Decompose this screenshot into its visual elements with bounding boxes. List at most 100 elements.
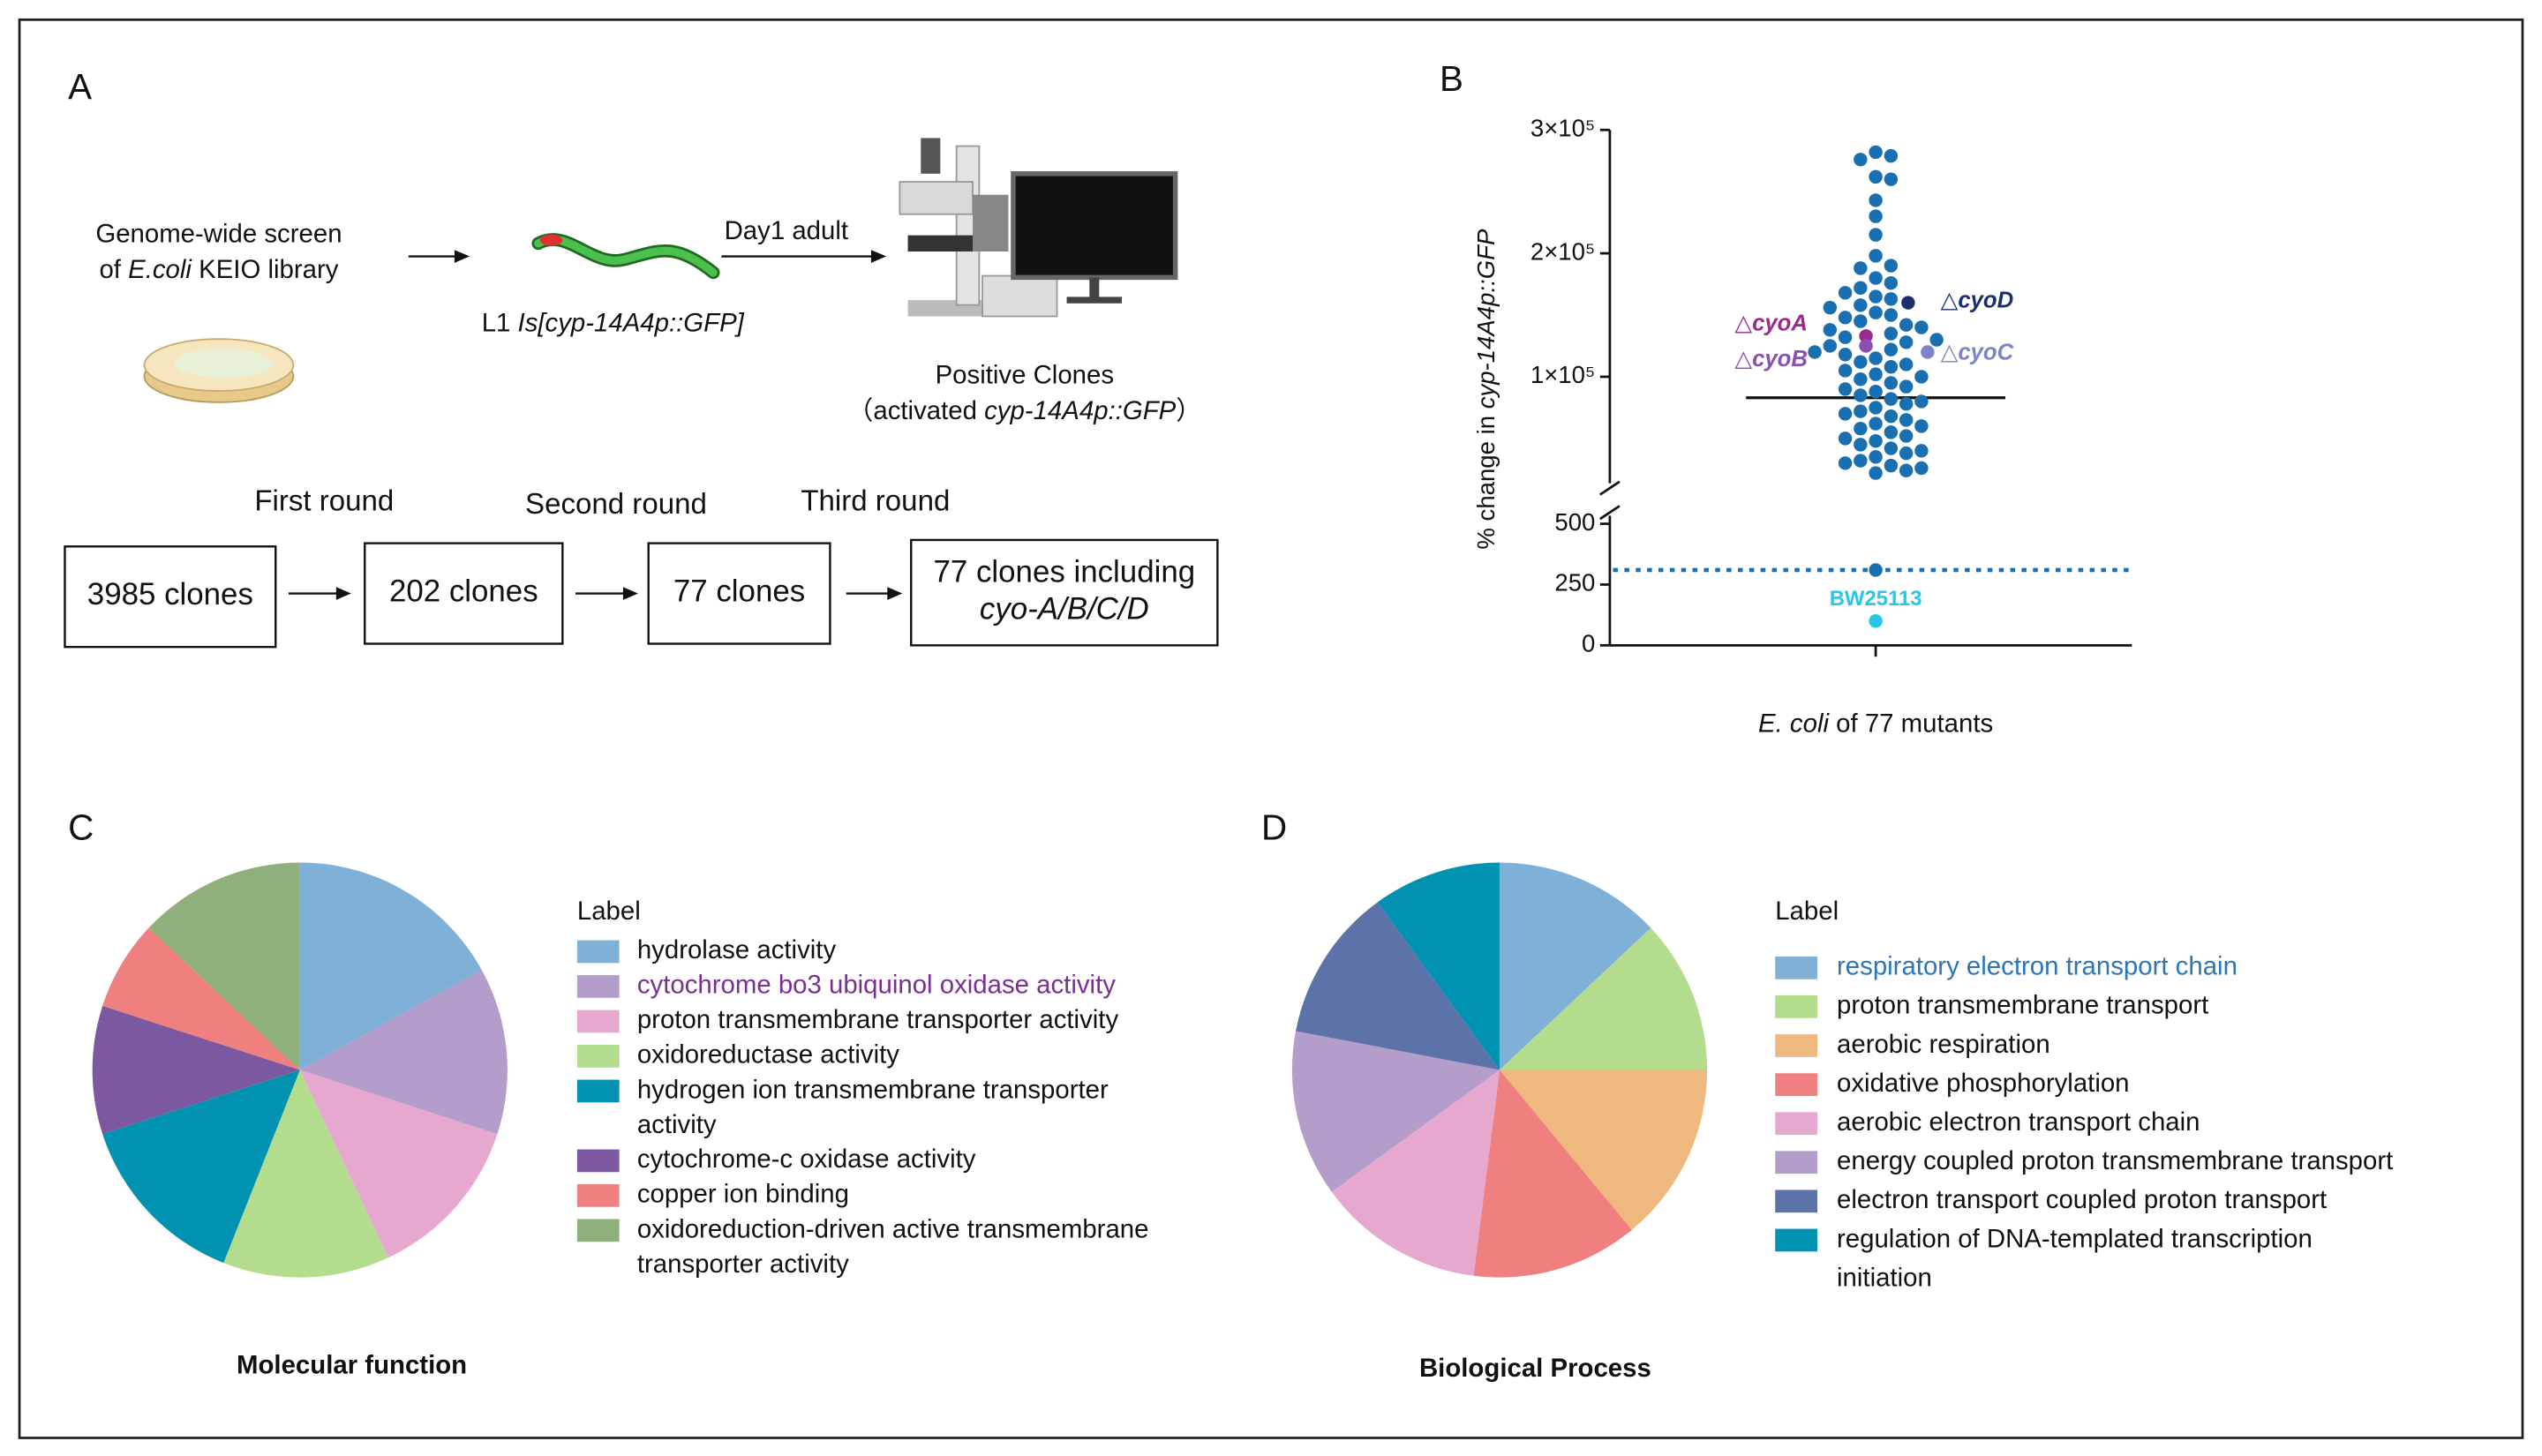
data-point <box>1808 345 1822 359</box>
pie-slice <box>102 1069 300 1264</box>
legend-label: cytochrome-c oxidase activity <box>637 1145 976 1174</box>
text-segment: cyo-A/B/C/D <box>980 592 1149 627</box>
pie-slice <box>299 1069 498 1258</box>
data-point <box>1884 275 1899 290</box>
text-segment: 77 clones including <box>933 555 1195 589</box>
clone-box <box>364 542 564 645</box>
data-point <box>1869 385 1883 399</box>
legend-label-line: regulation of DNA-templated transcriptio… <box>1837 1224 2320 1253</box>
text-segment: Day1 adult <box>725 216 848 245</box>
data-point <box>1869 145 1883 160</box>
legend-label: proton transmembrane transport <box>1837 991 2208 1020</box>
legend-swatch <box>1775 1034 1817 1057</box>
legend-label: electron transport coupled proton transp… <box>1837 1185 2327 1214</box>
data-point <box>1884 172 1899 186</box>
clone-box <box>647 542 831 645</box>
data-point <box>1899 335 1914 349</box>
data-point <box>1914 461 1929 476</box>
data-point <box>1914 370 1929 384</box>
legend-label: respiratory electron transport chain <box>1837 952 2237 981</box>
legend-swatch <box>1775 1151 1817 1175</box>
legend-label-line: initiation <box>1837 1263 1932 1292</box>
clone-box-text: 3985 clones <box>87 577 253 612</box>
panel-label: C <box>68 807 94 847</box>
text-segment: 202 clones <box>389 574 538 609</box>
text-segment: ） <box>1176 396 1201 425</box>
pie-slice <box>1331 1069 1500 1276</box>
legend-label: aerobic electron transport chain <box>1837 1107 2200 1137</box>
data-point <box>1884 259 1899 273</box>
data-point <box>1869 450 1883 464</box>
data-point <box>1869 305 1883 319</box>
legend-swatch <box>1775 1112 1817 1136</box>
data-point <box>1884 326 1899 341</box>
clone-box <box>910 538 1219 647</box>
library-label: Genome-wide screen <box>95 219 342 248</box>
data-point <box>1899 446 1914 461</box>
text-segment: Positive Clones <box>936 360 1114 389</box>
legend-swatch <box>576 1045 620 1068</box>
petri-dish <box>143 338 295 403</box>
legend-swatch <box>1775 956 1817 979</box>
legend-label: copper ion binding <box>637 1180 849 1209</box>
data-point <box>1823 323 1838 337</box>
data-point <box>1869 417 1883 431</box>
data-point <box>1859 339 1873 353</box>
legend-title: Label <box>577 897 641 926</box>
y2-tick-label: 500 <box>1554 508 1595 536</box>
data-point <box>1884 342 1899 356</box>
arrows <box>288 250 903 600</box>
data-point <box>1884 360 1899 374</box>
legend-title: Label <box>1775 897 1839 926</box>
data-point <box>1854 438 1868 452</box>
legend-label: oxidative phosphorylation <box>1837 1069 2130 1098</box>
pie-slice <box>1499 1069 1708 1230</box>
series-label: BW25113 <box>1830 587 1922 611</box>
data-point <box>1854 153 1868 167</box>
data-point <box>1854 298 1868 312</box>
series-label: △cyoD <box>1941 289 2014 313</box>
legend-label-line: transporter activity <box>637 1250 849 1279</box>
data-point <box>1823 300 1838 315</box>
legend-swatch <box>1775 1190 1817 1213</box>
data-point <box>1869 209 1883 223</box>
data-point <box>1901 296 1915 310</box>
data-point <box>1838 364 1853 378</box>
data-point <box>1899 429 1914 443</box>
data-point <box>1869 228 1883 242</box>
result-label: （activated cyp-14A4p::GFP） <box>847 396 1202 425</box>
pie-slice <box>1296 902 1500 1070</box>
data-point <box>1854 372 1868 387</box>
data-point <box>1854 388 1868 402</box>
clone-box <box>64 545 277 649</box>
data-point <box>1823 339 1838 353</box>
pie-slice <box>1473 1069 1632 1278</box>
legend-swatch <box>576 1149 620 1173</box>
data-point <box>1838 382 1853 396</box>
text-segment: cyp-14A4p::GFP <box>1472 229 1500 409</box>
clone-box-text: cyo-A/B/C/D <box>980 592 1149 627</box>
pie-slice <box>299 862 482 1070</box>
data-point <box>1914 320 1929 334</box>
legend-swatch <box>576 1009 620 1033</box>
legend-label: proton transmembrane transporter activit… <box>637 1005 1119 1034</box>
legend-swatch <box>576 1219 620 1242</box>
data-point <box>1869 466 1883 480</box>
text-segment: Genome-wide screen <box>95 219 342 248</box>
data-point <box>1899 318 1914 332</box>
data-point <box>1899 379 1914 394</box>
legend-label: hydrolase activity <box>637 935 837 964</box>
text-segment: cyp-14A4p::GFP <box>984 396 1177 425</box>
y-tick-label: 1×10⁵ <box>1530 361 1595 388</box>
data-point <box>1869 289 1883 304</box>
legend-swatch <box>576 975 620 998</box>
y2-tick-label: 0 <box>1582 630 1595 657</box>
legend-label: oxidoreduction-driven active transmembra… <box>637 1214 1156 1278</box>
data-point <box>1869 193 1883 207</box>
data-point <box>1899 463 1914 477</box>
legend-swatch <box>576 1184 620 1207</box>
data-point <box>1859 329 1873 343</box>
data-point <box>1914 394 1929 409</box>
panel-label: A <box>68 66 92 107</box>
data-point <box>1869 367 1883 381</box>
